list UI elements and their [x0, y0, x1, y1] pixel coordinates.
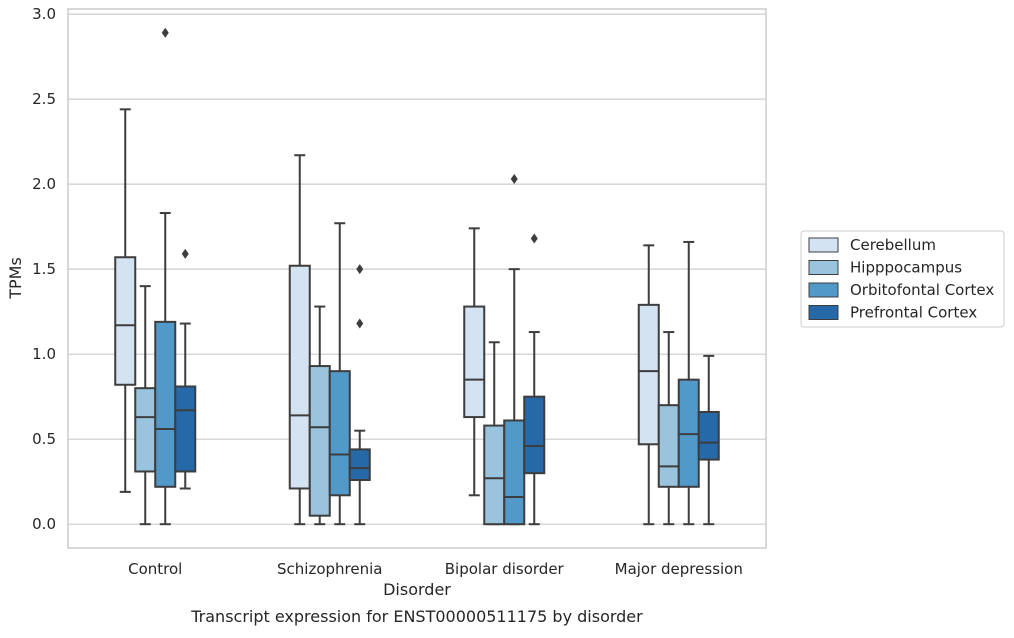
legend-swatch [808, 282, 839, 298]
box [348, 448, 371, 481]
x-tick-label: Schizophrenia [277, 560, 382, 578]
y-tick-label: 1.0 [32, 345, 56, 363]
legend-swatch [808, 237, 839, 253]
box [697, 410, 720, 461]
box [328, 370, 351, 497]
box-group [503, 174, 526, 526]
box-group [483, 341, 506, 526]
legend-label: Prefrontal Cortex [850, 304, 977, 322]
y-tick-label: 2.0 [32, 175, 56, 193]
boxes-layer [114, 27, 720, 526]
box-group [348, 264, 371, 526]
box-group [328, 222, 351, 526]
box [114, 256, 137, 386]
box-group [697, 354, 720, 526]
y-tick-label: 3.0 [32, 5, 56, 23]
box-group [463, 227, 486, 497]
box-group [288, 154, 311, 526]
box-group [677, 240, 700, 526]
plot-frame [67, 8, 767, 549]
box [637, 303, 660, 446]
box-group [657, 331, 680, 526]
x-tick-label: Bipolar disorder [445, 560, 565, 578]
legend-label: Cerebellum [850, 236, 936, 254]
y-tick-labels: 0.0 0.5 1.0 1.5 2.0 2.5 3.0 [32, 5, 56, 533]
outlier-point [181, 248, 189, 259]
legend-swatch [808, 305, 839, 320]
outlier-point [510, 174, 518, 185]
outlier-point [356, 264, 364, 275]
x-tick-label: Major depression [615, 560, 743, 578]
outlier-point [530, 233, 538, 244]
box [657, 404, 680, 488]
x-tick-label: Control [128, 560, 182, 578]
box [154, 320, 177, 488]
box-group [114, 108, 137, 493]
box-group [154, 27, 177, 526]
outlier-point [356, 318, 364, 329]
y-axis-label: TPMs [6, 257, 25, 300]
box-group [523, 233, 546, 526]
box [503, 419, 526, 526]
legend-swatch [808, 260, 839, 275]
legend-label: Orbitofontal Cortex [850, 281, 994, 299]
legend: Cerebellum Hipppocampus Orbitofontal Corte… [800, 230, 1005, 328]
outlier-point [161, 27, 169, 38]
y-tick-label: 1.5 [32, 260, 56, 278]
box [174, 385, 197, 473]
box [134, 387, 157, 473]
legend-label: Hipppocampus [850, 259, 962, 277]
y-tick-label: 2.5 [32, 90, 56, 108]
box-group [134, 285, 157, 526]
x-tick-labels: Control Schizophrenia Bipolar disorder Majo… [128, 560, 743, 578]
legend-frame [800, 230, 1005, 328]
box [463, 305, 486, 419]
legend-items: Cerebellum Hipppocampus Orbitofontal Corte… [808, 236, 994, 322]
y-tick-label: 0.0 [32, 515, 56, 533]
box-group [174, 248, 197, 490]
x-axis-label: Disorder [383, 580, 451, 599]
box-group [637, 244, 660, 526]
box [483, 424, 506, 526]
y-tick-label: 0.5 [32, 430, 56, 448]
box-group [308, 305, 331, 526]
box [288, 264, 311, 490]
box [523, 395, 546, 475]
box [308, 365, 331, 517]
chart-caption: Transcript expression for ENST0000051117… [190, 607, 643, 626]
